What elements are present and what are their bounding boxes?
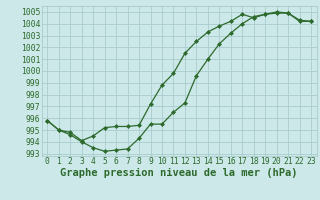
X-axis label: Graphe pression niveau de la mer (hPa): Graphe pression niveau de la mer (hPa) bbox=[60, 168, 298, 178]
